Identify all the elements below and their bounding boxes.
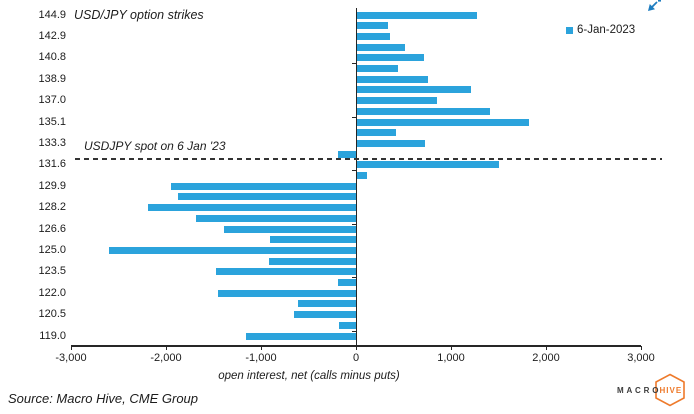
bar-strike-124.2 (268, 257, 356, 265)
y-axis-label-138.9: 138.9 (38, 72, 66, 85)
bar-strike-125.8 (269, 236, 356, 244)
bar-strike-134.2 (356, 129, 396, 137)
y-axis-label-126.6: 126.6 (38, 222, 66, 235)
bar-strike-140.8 (356, 54, 425, 62)
y-axis-label-137.0: 137.0 (38, 94, 66, 107)
bar-strike-127.4 (196, 214, 356, 222)
bar-strike-126.6 (223, 225, 356, 233)
x-axis-tick (71, 346, 73, 350)
bar-strike-125.0 (109, 246, 356, 254)
bar-strike-129.9 (170, 182, 356, 190)
macro-hive-logo: MACRO HIVE (610, 370, 694, 414)
y-axis-label-142.9: 142.9 (38, 29, 66, 42)
logo-text-hive: HIVE (660, 386, 683, 395)
bar-strike-141.8 (356, 43, 406, 51)
x-axis-tick-label-1,000: 1,000 (437, 352, 465, 364)
y-axis-label-129.9: 129.9 (38, 179, 66, 192)
chart-title: USD/JPY option strikes (74, 8, 204, 22)
bar-strike-123.5 (216, 268, 356, 276)
y-axis-label-128.2: 128.2 (38, 201, 66, 214)
x-axis-tick-label--1,000: -1,000 (245, 352, 277, 364)
bar-strike-128.2 (147, 204, 356, 212)
x-axis-tick (356, 346, 358, 350)
bar-strike-142.9 (356, 32, 391, 40)
bar-strike-132.4 (337, 150, 356, 158)
bar-strike-144.9 (356, 11, 477, 19)
category-tick (351, 116, 356, 118)
y-axis-label-120.5: 120.5 (38, 308, 66, 321)
bar-strike-121.2 (298, 300, 356, 308)
y-axis-label-125.0: 125.0 (38, 243, 66, 256)
y-axis-label-135.1: 135.1 (38, 115, 66, 128)
y-axis-label-123.5: 123.5 (38, 265, 66, 278)
bar-strike-137.9 (356, 86, 471, 94)
bar-strike-119.7 (339, 321, 356, 329)
x-axis-tick (546, 346, 548, 350)
bar-strike-119.0 (245, 332, 356, 340)
bar-strike-129.0 (178, 193, 356, 201)
spot-dashed-line (75, 158, 662, 160)
y-axis-label-144.9: 144.9 (38, 8, 66, 21)
x-axis-tick-label-3,000: 3,000 (627, 352, 655, 364)
bar-strike-139.8 (356, 65, 398, 72)
category-tick (351, 63, 356, 65)
bar-strike-135.1 (356, 118, 529, 126)
x-axis-tick (451, 346, 453, 350)
spot-annotation-label: USDJPY spot on 6 Jan '23 (84, 139, 226, 153)
bar-strike-122.0 (218, 289, 356, 297)
category-tick (351, 330, 356, 332)
x-axis-tick-label--3,000: -3,000 (55, 352, 87, 364)
x-axis-tick (641, 346, 643, 350)
category-tick (351, 170, 356, 172)
x-axis-tick-label-2,000: 2,000 (532, 352, 560, 364)
logo-hexagon-icon (655, 373, 685, 407)
bar-strike-138.9 (356, 75, 429, 83)
x-axis-tick (166, 346, 168, 350)
bar-strike-130.7 (356, 172, 368, 179)
legend-swatch (566, 26, 573, 34)
zero-axis-line (355, 8, 357, 345)
x-axis-tick-label--2,000: -2,000 (150, 352, 182, 364)
y-axis-label-133.3: 133.3 (38, 136, 66, 149)
source-note: Source: Macro Hive, CME Group (8, 391, 199, 406)
expand-arrow-icon[interactable] (646, 0, 662, 14)
bar-strike-136.0 (356, 107, 490, 115)
logo-text-macro: MACRO (617, 386, 661, 395)
category-tick (351, 277, 356, 279)
bar-strike-120.5 (294, 311, 356, 319)
y-axis-label-131.6: 131.6 (38, 158, 66, 171)
x-axis-tick (261, 346, 263, 350)
bar-strike-131.6 (356, 161, 500, 169)
y-axis-label-122.0: 122.0 (38, 286, 66, 299)
x-axis-title: open interest, net (calls minus puts) (218, 370, 400, 382)
bar-strike-143.9 (356, 22, 389, 30)
bar-strike-122.7 (337, 279, 356, 286)
legend: 6-Jan-2023 (566, 24, 635, 36)
x-axis-tick-label-0: 0 (352, 352, 360, 364)
bar-strike-133.3 (356, 139, 426, 147)
legend-label: 6-Jan-2023 (577, 24, 636, 36)
bar-strike-137.0 (356, 97, 437, 105)
category-tick (351, 223, 356, 225)
x-axis-line (71, 345, 641, 347)
y-axis-label-119.0: 119.0 (39, 329, 66, 342)
y-axis-label-140.8: 140.8 (38, 51, 66, 64)
